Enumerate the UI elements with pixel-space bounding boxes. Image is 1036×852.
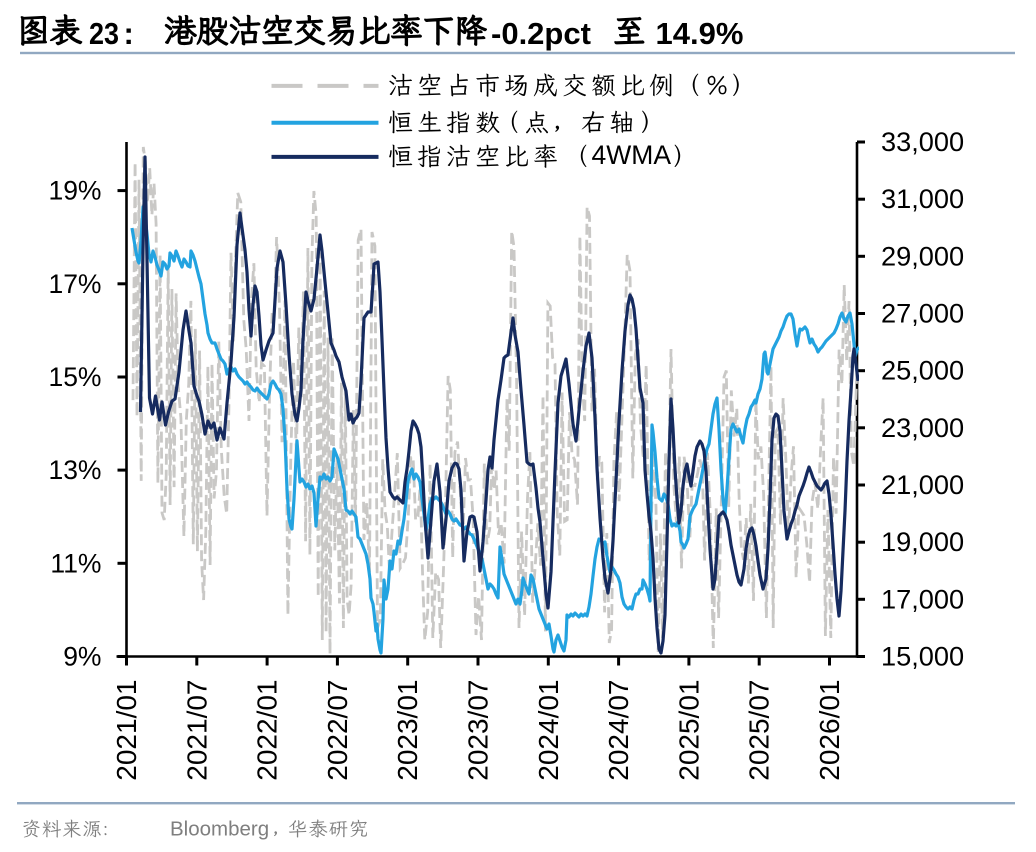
svg-text:Bloomberg: Bloomberg bbox=[170, 818, 269, 841]
svg-text:17%: 17% bbox=[48, 269, 101, 299]
svg-text:2026/01: 2026/01 bbox=[814, 680, 845, 781]
svg-text:23: 23 bbox=[89, 16, 119, 51]
svg-text:2023/01: 2023/01 bbox=[392, 680, 423, 781]
svg-text:33,000: 33,000 bbox=[881, 126, 964, 157]
svg-text::: : bbox=[124, 16, 134, 51]
svg-text:29,000: 29,000 bbox=[881, 240, 964, 271]
svg-text:2023/07: 2023/07 bbox=[463, 680, 494, 781]
svg-text:4WMA: 4WMA bbox=[592, 140, 672, 170]
svg-text:21,000: 21,000 bbox=[881, 469, 964, 500]
svg-text:23,000: 23,000 bbox=[881, 412, 964, 443]
svg-text:-0.2pct: -0.2pct bbox=[491, 16, 591, 51]
svg-text:2022/01: 2022/01 bbox=[252, 680, 283, 781]
svg-text:19%: 19% bbox=[48, 176, 101, 206]
svg-text:2021/01: 2021/01 bbox=[111, 680, 142, 781]
svg-text:15%: 15% bbox=[48, 362, 101, 392]
svg-text:14.9%: 14.9% bbox=[656, 16, 744, 51]
svg-text:15,000: 15,000 bbox=[881, 641, 964, 672]
svg-text:13%: 13% bbox=[48, 455, 101, 485]
svg-text:19,000: 19,000 bbox=[881, 526, 964, 557]
svg-text:25,000: 25,000 bbox=[881, 355, 964, 386]
svg-text:31,000: 31,000 bbox=[881, 183, 964, 214]
svg-text:9%: 9% bbox=[63, 642, 101, 672]
svg-text:2022/07: 2022/07 bbox=[322, 680, 353, 781]
svg-text:2024/01: 2024/01 bbox=[533, 680, 564, 781]
svg-text:27,000: 27,000 bbox=[881, 298, 964, 329]
svg-text:2025/01: 2025/01 bbox=[673, 680, 704, 781]
svg-text:2024/07: 2024/07 bbox=[603, 680, 634, 781]
svg-text:17,000: 17,000 bbox=[881, 583, 964, 614]
svg-text:2021/07: 2021/07 bbox=[181, 680, 212, 781]
svg-text:11%: 11% bbox=[50, 548, 101, 578]
svg-text:2025/07: 2025/07 bbox=[744, 680, 775, 781]
